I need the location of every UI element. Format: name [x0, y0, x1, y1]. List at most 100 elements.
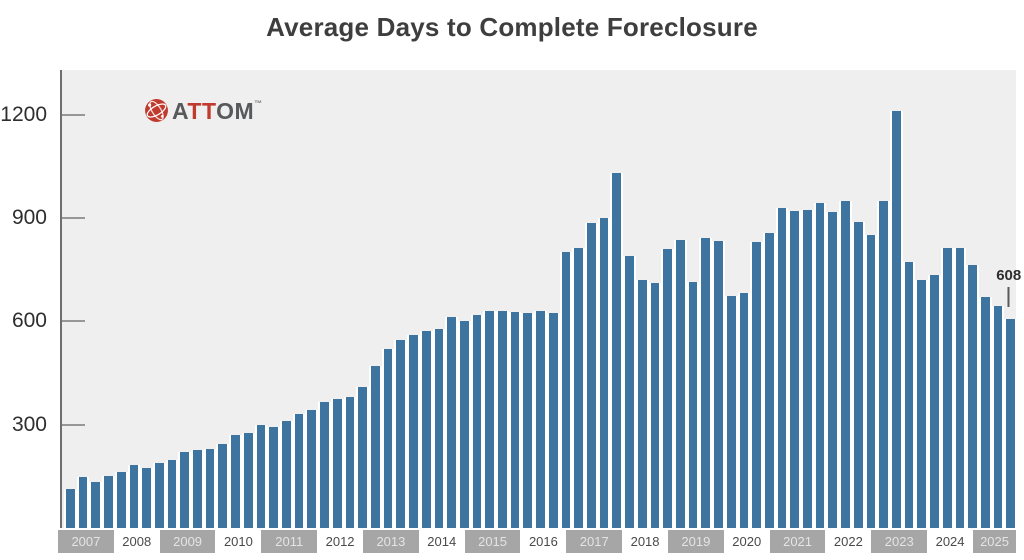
year-band-2020: 2020	[719, 530, 775, 553]
y-tick-label-600: 600	[11, 309, 47, 333]
bar	[203, 449, 217, 528]
year-band-2024: 2024	[922, 530, 978, 553]
year-label-2021: 2021	[783, 534, 813, 549]
year-label-2016: 2016	[528, 534, 558, 549]
year-band-2021: 2021	[769, 530, 826, 553]
bar	[928, 274, 941, 528]
bar	[699, 238, 713, 528]
bar	[750, 242, 763, 528]
bar	[597, 218, 611, 528]
bar	[762, 233, 776, 528]
year-label-2010: 2010	[223, 534, 253, 549]
y-tick-label-900: 900	[11, 206, 47, 230]
bar	[737, 292, 751, 528]
bar	[305, 409, 319, 528]
y-tick-1200	[62, 113, 85, 116]
chart-title: Average Days to Complete Foreclosure	[266, 12, 758, 42]
bar	[470, 314, 484, 528]
bar	[89, 481, 103, 528]
bar	[368, 365, 382, 528]
bar	[978, 296, 992, 528]
bar	[356, 387, 369, 528]
bar	[267, 427, 280, 528]
bar	[76, 477, 90, 528]
bar	[216, 444, 230, 528]
bar	[801, 209, 814, 528]
bar	[534, 311, 547, 528]
bar	[343, 396, 357, 528]
year-label-2012: 2012	[325, 534, 355, 549]
attom-logo: ATTOM™	[144, 98, 263, 123]
bar	[127, 464, 141, 528]
bar	[521, 312, 535, 528]
year-label-2018: 2018	[630, 534, 660, 549]
bar	[445, 316, 458, 528]
year-band-2019: 2019	[667, 530, 724, 553]
year-band-2013: 2013	[362, 530, 419, 553]
attom-logo-text: ATTOM™	[172, 97, 263, 124]
year-band-2015: 2015	[464, 530, 521, 553]
bar	[966, 265, 979, 528]
bar	[508, 311, 522, 528]
plot-area: ATTOM™	[60, 70, 1018, 528]
bar	[241, 433, 255, 528]
bar	[585, 223, 598, 528]
bar	[483, 311, 497, 528]
bar	[407, 334, 420, 528]
year-label-2014: 2014	[427, 534, 457, 549]
bar	[496, 310, 509, 528]
bar	[330, 398, 344, 528]
bar	[775, 207, 789, 528]
bar	[102, 476, 115, 528]
bar	[673, 240, 687, 528]
bar	[902, 262, 916, 528]
bar	[292, 414, 306, 528]
bar	[572, 247, 585, 528]
year-label-2007: 2007	[71, 534, 101, 549]
bar	[864, 234, 878, 528]
y-tick-300	[62, 423, 85, 426]
bar	[826, 211, 840, 528]
annotation-pointer-line	[1007, 287, 1010, 307]
year-band-2014: 2014	[414, 530, 470, 553]
bar	[178, 451, 192, 528]
year-band-2022: 2022	[820, 530, 876, 553]
year-label-2024: 2024	[935, 534, 965, 549]
bar	[381, 348, 395, 528]
bar	[559, 251, 573, 528]
bar	[813, 203, 827, 528]
bar	[724, 296, 738, 528]
year-label-2022: 2022	[833, 534, 863, 549]
year-band-2009: 2009	[159, 530, 216, 553]
year-label-2023: 2023	[884, 534, 914, 549]
bar	[114, 471, 128, 528]
bar	[839, 201, 852, 528]
year-label-2013: 2013	[376, 534, 406, 549]
year-band-2025: 2025	[972, 530, 1017, 553]
bar	[229, 435, 242, 528]
year-label-2008: 2008	[122, 534, 152, 549]
bar	[1004, 318, 1018, 528]
bar	[318, 402, 331, 528]
y-tick-label-1200: 1200	[0, 102, 47, 126]
bar	[280, 420, 293, 528]
bar	[546, 313, 560, 528]
year-label-2017: 2017	[579, 534, 609, 549]
bar	[991, 305, 1005, 528]
bar	[457, 321, 471, 528]
annotation-last-value: 608	[996, 268, 1021, 307]
year-band-2011: 2011	[261, 530, 318, 553]
attom-globe-icon	[144, 98, 169, 123]
year-label-2009: 2009	[173, 534, 203, 549]
bar	[165, 459, 179, 528]
annotation-label: 608	[996, 267, 1022, 284]
year-band-2023: 2023	[871, 530, 928, 553]
year-label-2011: 2011	[275, 534, 304, 549]
year-label-2025: 2025	[980, 534, 1009, 549]
bar	[64, 489, 77, 528]
year-band-2010: 2010	[210, 530, 266, 553]
year-label-2020: 2020	[732, 534, 762, 549]
y-tick-600	[62, 320, 85, 323]
bar	[953, 247, 967, 528]
